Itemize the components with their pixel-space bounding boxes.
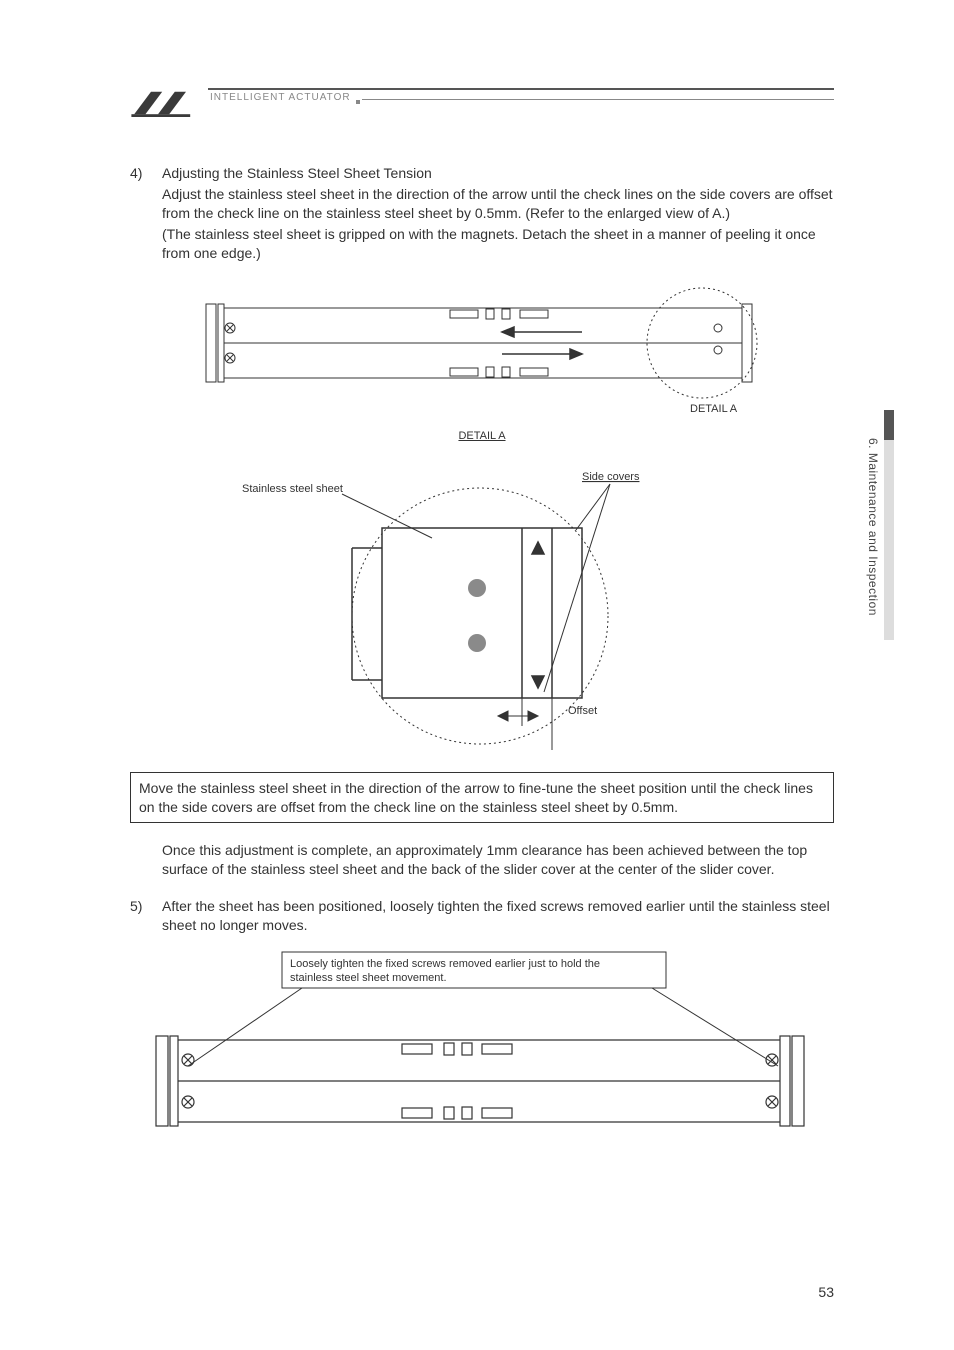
page-number: 53 [818,1284,834,1300]
step4-p2: (The stainless steel sheet is gripped on… [162,225,834,263]
page: INTELLIGENT ACTUATOR 4) Adjusting the St… [0,0,954,1350]
brand-text: INTELLIGENT ACTUATOR [208,90,355,103]
fig2-side-label: Side covers [582,471,640,483]
fig1-detail-label: DETAIL A [690,403,738,415]
header: INTELLIGENT ACTUATOR [130,80,834,140]
step5-number: 5) [130,897,152,937]
side-tab: 6. Maintenance and Inspection [872,430,894,660]
side-tab-label: 6. Maintenance and Inspection [866,438,880,616]
step5-p1: After the sheet has been positioned, loo… [162,897,834,935]
fig2-sheet-label: Stainless steel sheet [242,483,343,495]
fig3-box-line1: Loosely tighten the fixed screws removed… [290,958,600,970]
fig2-offset-label: Offset [568,705,597,717]
step-number: 4) [130,164,152,264]
detail-a-title: DETAIL A [130,430,834,442]
logo [130,86,200,120]
figure-1: DETAIL A [130,280,834,420]
logo-icon [130,86,200,120]
figure-3: Loosely tighten the fixed screws removed… [130,948,834,1148]
brand-bar: INTELLIGENT ACTUATOR [208,88,834,103]
after-box-paragraph: Once this adjustment is complete, an app… [162,841,834,879]
step4-title: Adjusting the Stainless Steel Sheet Tens… [162,164,834,183]
step4-p1: Adjust the stainless steel sheet in the … [162,185,834,223]
step-4: 4) Adjusting the Stainless Steel Sheet T… [130,164,834,264]
step-5: 5) After the sheet has been positioned, … [130,897,834,937]
instruction-box: Move the stainless steel sheet in the di… [130,772,834,822]
fig3-box-line2: stainless steel sheet movement. [290,972,447,984]
figure-2: Stainless steel sheet Side covers [130,458,834,758]
